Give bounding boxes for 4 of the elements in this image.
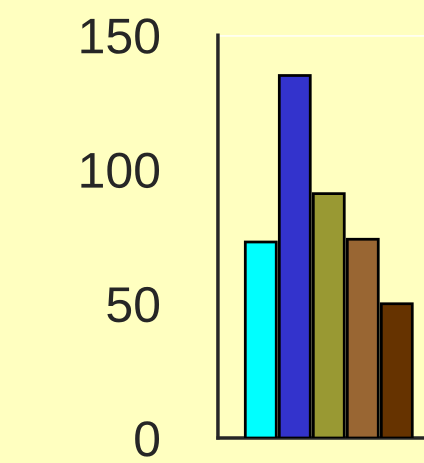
- y-tick-label: 50: [107, 286, 160, 322]
- y-tick-label: 150: [81, 18, 160, 54]
- y-tick-label: 0: [135, 421, 160, 457]
- y-tick-label: 100: [81, 152, 160, 188]
